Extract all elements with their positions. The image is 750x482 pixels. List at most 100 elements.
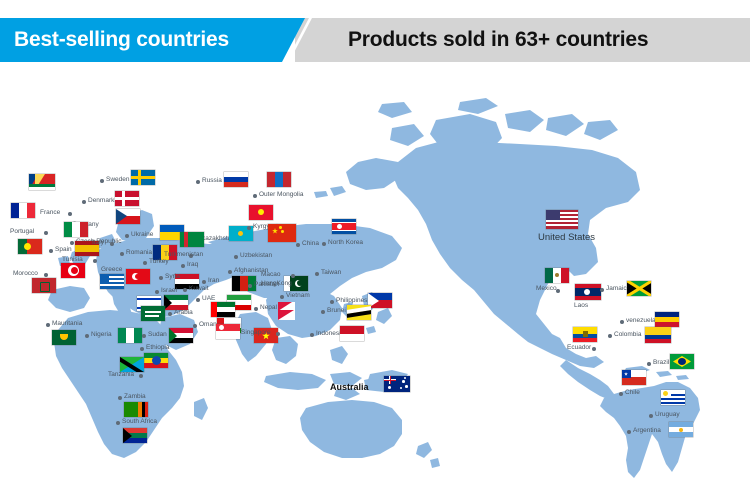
- flag-france: [11, 203, 35, 218]
- marker-turkmenistan: [189, 254, 193, 258]
- flag-southafrica: [123, 428, 147, 443]
- marker-pakistan: [248, 284, 252, 288]
- flag-brazil: [670, 354, 694, 369]
- flag-australia: [384, 376, 410, 392]
- marker-philippines: [330, 300, 334, 304]
- marker-romania: [120, 252, 124, 256]
- flag-usa: [546, 210, 578, 229]
- label-tunisia: Tunisia: [62, 256, 83, 263]
- label-hongkong: HongKong: [261, 280, 292, 287]
- label-syria: Syria: [165, 273, 180, 280]
- flag-china: [268, 224, 296, 242]
- world-map-landmass: [48, 98, 700, 478]
- flag-ethiopia: [144, 353, 168, 368]
- marker-spain: [49, 249, 53, 253]
- best-selling-countries-label: Best-selling countries: [14, 28, 229, 51]
- label-mauritania: Mauritania: [52, 320, 83, 327]
- marker-nepal: [254, 307, 258, 311]
- label-uae: UAE: [202, 295, 216, 302]
- marker-uae: [196, 298, 200, 302]
- flag-laos: [575, 284, 601, 300]
- flag-turkey: [126, 269, 150, 284]
- flag-chile: [622, 370, 646, 385]
- label-argentina: Argentina: [633, 427, 661, 434]
- marker-tanzania: [139, 374, 143, 378]
- label-israel: Israel: [161, 287, 177, 294]
- flag-nepal: [278, 302, 295, 320]
- flag-sweden: [131, 170, 155, 185]
- marker-portugal: [44, 231, 48, 235]
- marker-ukraine: [125, 234, 129, 238]
- label-venezuela: venezuela: [626, 317, 656, 324]
- label-northkorea: North Korea: [328, 239, 364, 246]
- label-france: France: [40, 209, 61, 216]
- flag-seychelles: [29, 174, 55, 190]
- marker-northkorea: [322, 242, 326, 246]
- label-saudi: Arabia: [174, 309, 193, 316]
- label-chile: Chile: [625, 389, 640, 396]
- marker-iraq: [181, 264, 185, 268]
- marker-afghanistan: [228, 270, 232, 274]
- products-sold-headline: Products sold in 63+ countries: [348, 28, 649, 51]
- label-sudan: Sudan: [148, 331, 167, 338]
- label-tanzania: Tanzania: [108, 371, 135, 378]
- map-annotations-layer: Sweden Denmark Russia Germany Czech Repu…: [0, 62, 750, 482]
- flag-singapore: [216, 324, 240, 339]
- label-australia: Australia: [330, 382, 369, 392]
- label-russia: Russia: [202, 177, 222, 184]
- label-vietnam: Vietnam: [286, 292, 310, 299]
- label-brazil: Brazil: [653, 359, 670, 366]
- flag-kuwait: [164, 295, 188, 310]
- flag-greece: [100, 274, 124, 289]
- label-southafrica: South Africa: [122, 418, 158, 425]
- flag-afghanistan: [232, 276, 256, 291]
- label-spain: Spain: [55, 246, 72, 253]
- label-jamaica: Jamaica: [606, 285, 631, 292]
- label-singapore: Singapore: [241, 329, 271, 336]
- marker-syria: [159, 276, 163, 280]
- flag-romania: [153, 245, 177, 260]
- marker-singapore: [276, 332, 280, 336]
- flag-philippines: [368, 293, 392, 308]
- marker-china: [296, 243, 300, 247]
- flag-tunisia: [61, 263, 85, 278]
- flag-brunei: [347, 305, 371, 320]
- marker-kyrgyzstan: [247, 226, 251, 230]
- label-nigeria: Nigeria: [91, 331, 112, 338]
- label-iraq: Iraq: [187, 261, 199, 268]
- label-china: China: [302, 240, 319, 247]
- marker-indonesia: [310, 333, 314, 337]
- label-turkey: Turkey: [149, 258, 169, 265]
- label-italy: Italy: [92, 239, 104, 246]
- marker-colombia: [608, 334, 612, 338]
- flag-ukraine: [160, 225, 184, 240]
- flag-uae: [211, 302, 235, 317]
- flag-turkmenistan: [180, 232, 204, 247]
- marker-sudan: [142, 334, 146, 338]
- marker-uruguay: [649, 414, 653, 418]
- flag-zambia: [124, 402, 148, 417]
- marker-brunei: [321, 310, 325, 314]
- marker-ethiopia: [140, 347, 144, 351]
- marker-venezuela: [620, 320, 624, 324]
- label-pakistan: Pakistan: [254, 281, 279, 288]
- flag-ecuador: [573, 327, 597, 342]
- label-usa: United States: [538, 232, 596, 243]
- marker-tunisia: [93, 259, 97, 263]
- marker-ecuador: [592, 347, 596, 351]
- flag-iraq: [175, 274, 199, 289]
- label-iran: Iran: [208, 277, 220, 284]
- marker-morocco: [44, 273, 48, 277]
- marker-oman: [193, 324, 197, 328]
- flag-colombia: [645, 327, 671, 343]
- label-kuwait: Kuwait: [189, 285, 209, 292]
- label-uruguay: Uruguay: [655, 411, 680, 418]
- label-afghanistan: Afghanistan: [234, 267, 269, 274]
- label-colombia: Colombia: [614, 331, 642, 338]
- flag-uruguay: [661, 390, 685, 405]
- label-greece: Greece: [101, 266, 123, 273]
- header-banner: Best-selling countries Products sold in …: [0, 18, 750, 62]
- flag-denmark: [115, 191, 139, 206]
- marker-mongolia: [253, 194, 257, 198]
